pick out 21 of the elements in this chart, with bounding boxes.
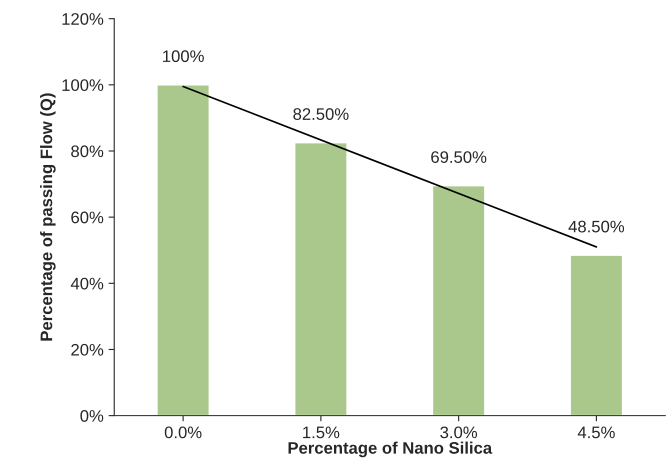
- bar: [432, 185, 486, 416]
- x-axis-title: Percentage of Nano Silica: [288, 442, 492, 458]
- bar: [294, 142, 348, 416]
- x-tick-label: 1.5%: [303, 426, 340, 438]
- x-tick-label: 0.0%: [164, 426, 202, 438]
- y-tick-label: 20%: [71, 344, 104, 356]
- bar: [570, 254, 624, 416]
- y-axis-title: Percentage of passing Flow (Q): [40, 93, 56, 341]
- data-label: 69.50%: [431, 151, 486, 163]
- data-label: 100%: [163, 50, 204, 62]
- bar: [156, 84, 210, 416]
- y-tick-label: 120%: [62, 13, 104, 25]
- y-tick-label: 100%: [62, 79, 104, 92]
- data-label: 82.50%: [293, 108, 349, 120]
- y-tick-label: 0%: [80, 410, 104, 422]
- x-tick-label: 3.0%: [440, 426, 478, 438]
- x-tick-label: 4.5%: [578, 426, 615, 438]
- y-tick-label: 60%: [71, 212, 104, 224]
- y-tick-label: 40%: [70, 278, 104, 290]
- data-label: 48.50%: [568, 220, 624, 232]
- y-tick-label: 80%: [71, 145, 104, 158]
